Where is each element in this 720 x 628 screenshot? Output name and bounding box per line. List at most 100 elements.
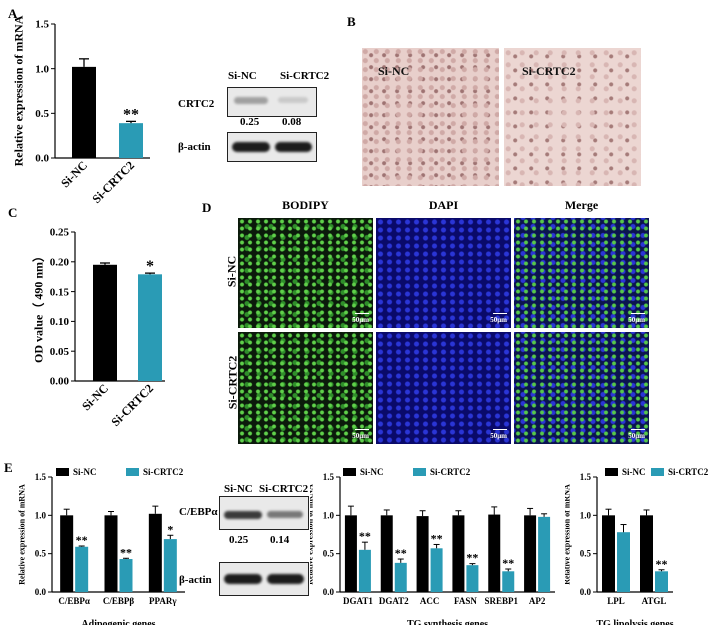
y-axis-label: Relative expression of mRNA [565, 484, 572, 585]
bar-ap2 [538, 516, 551, 592]
image-merge-si-crtc2: 50μm [514, 332, 649, 444]
bar-dgat1 [344, 515, 357, 592]
significance-marker: * [167, 522, 173, 536]
image-dapi-si-nc: 50μm [376, 218, 511, 328]
scale-bar-label: 50μm [490, 429, 507, 440]
bar-c/ebpβ [104, 515, 118, 592]
y-axis-label: Relative expression of mRNA [18, 484, 27, 585]
x-axis-label: Adipogenic genes [81, 619, 155, 625]
y-tick-label: 0.25 [50, 227, 70, 239]
chart-e2: 0.0 0.5 1.0 1.5 Relative expression of mRNA *… [310, 467, 555, 625]
x-tick-label: DGAT1 [343, 596, 373, 606]
blot-e-row-actin: β-actin [179, 574, 212, 586]
legend-label: Si-CRTC2 [430, 467, 471, 477]
column-title-bodipy: BODIPY [282, 198, 329, 212]
scale-bar-label: 50μm [490, 313, 507, 324]
bar-si-nc [93, 264, 117, 381]
panel-letter-d: D [202, 200, 212, 215]
x-tick-label: Si-NC [58, 158, 90, 190]
blot-e-value-1: 0.25 [229, 534, 249, 546]
x-axis-label: TG lipolysis genes [596, 619, 673, 625]
y-tick-label: 1.0 [35, 510, 47, 520]
y-tick-label: 0.00 [50, 376, 70, 388]
image-dapi-si-crtc2: 50μm [376, 332, 511, 444]
bar-si-crtc2 [138, 274, 162, 381]
column-title-merge: Merge [564, 198, 599, 212]
y-tick-label: 0.20 [50, 256, 70, 268]
significance-marker: ** [656, 557, 668, 571]
y-tick-label: 1.5 [35, 19, 49, 31]
blot-e-value-2: 0.14 [270, 534, 290, 546]
image-merge-si-nc: 50μm [514, 218, 649, 328]
bar-dgat1 [358, 549, 371, 592]
x-tick-label: ACC [420, 596, 440, 606]
significance-marker: ** [76, 533, 88, 547]
x-tick-label: Si-NC [79, 381, 111, 413]
legend-label: Si-CRTC2 [143, 467, 184, 477]
significance-marker: ** [123, 106, 139, 123]
bar-lpl [602, 515, 615, 592]
scale-bar-label: 50μm [628, 313, 645, 324]
chart-e3: 0.0 0.5 1.0 1.5 Relative expression of mRNA L… [565, 467, 709, 625]
y-axis-label: Relative expression of mRNA [11, 15, 25, 166]
bar-atgl [640, 515, 653, 592]
bar-c/ebpα [60, 515, 74, 592]
legend-swatch [343, 468, 356, 476]
y-tick-label: 0.0 [35, 587, 47, 597]
x-tick-label: C/EBPβ [103, 596, 135, 606]
y-tick-label: 0.10 [50, 316, 70, 328]
image-bodipy-si-crtc2: 50μm [238, 332, 373, 444]
x-tick-label: PPARγ [149, 596, 177, 606]
x-axis-label: TG synthesis genes [407, 619, 488, 625]
blot-e-lane-2: Si-CRTC2 [259, 483, 309, 495]
x-tick-label: LPL [607, 596, 625, 606]
bar-c/ebpβ [119, 559, 133, 592]
legend-label: Si-CRTC2 [668, 467, 709, 477]
significance-marker: ** [120, 545, 132, 559]
bar-fasn [466, 565, 479, 592]
y-axis-label: OD value（ 490 nm） [30, 250, 45, 363]
bar-srebp1 [502, 571, 515, 592]
y-tick-label: 1.5 [580, 472, 592, 482]
scale-bar-label: 50μm [628, 429, 645, 440]
scale-bar-label: 50μm [352, 429, 369, 440]
bar-dgat2 [394, 562, 407, 592]
y-tick-label: 0.5 [35, 549, 47, 559]
y-tick-label: 0.5 [580, 549, 592, 559]
bar-dgat2 [380, 515, 393, 592]
legend-swatch [56, 468, 69, 476]
y-tick-label: 0.0 [35, 153, 49, 165]
y-tick-label: 1.0 [323, 510, 335, 520]
bar-acc [430, 548, 443, 592]
legend-swatch [413, 468, 426, 476]
y-tick-label: 0.5 [323, 549, 335, 559]
bar-si-crtc2 [119, 123, 143, 158]
legend-swatch [651, 468, 664, 476]
column-title-dapi: DAPI [428, 198, 459, 212]
panel-letter-b: B [347, 14, 356, 29]
micrograph-label-si-crtc2: Si-CRTC2 [522, 64, 576, 78]
blot-a-row-crtc2: CRTC2 [178, 98, 215, 110]
y-tick-label: 1.5 [35, 472, 47, 482]
x-tick-label: C/EBPα [58, 596, 90, 606]
y-tick-label: 0.15 [50, 286, 70, 298]
blot-a-value-1: 0.25 [240, 116, 260, 128]
significance-marker: ** [359, 529, 371, 543]
y-tick-label: 1.0 [580, 510, 592, 520]
y-tick-label: 0.0 [580, 587, 592, 597]
blot-e-actin-image [219, 562, 309, 596]
bar-pparγ [163, 539, 177, 592]
micrograph-si-crtc2: Si-CRTC2 [504, 48, 641, 186]
significance-marker: ** [466, 551, 478, 565]
chart-a: 0.0 0.5 1.0 1.5 Relative expression of mRNA S… [11, 15, 150, 205]
y-tick-label: 0.0 [323, 587, 335, 597]
blot-e-lane-1: Si-NC [224, 483, 253, 495]
significance-marker: ** [395, 546, 407, 560]
x-tick-label: ATGL [642, 596, 667, 606]
blot-e-cebpa-image [219, 496, 309, 530]
x-tick-label: SREBP1 [484, 596, 518, 606]
blot-a-crtc2-image [227, 87, 317, 117]
bar-srebp1 [488, 514, 501, 592]
legend-label: Si-NC [73, 467, 97, 477]
bar-lpl [617, 532, 630, 592]
